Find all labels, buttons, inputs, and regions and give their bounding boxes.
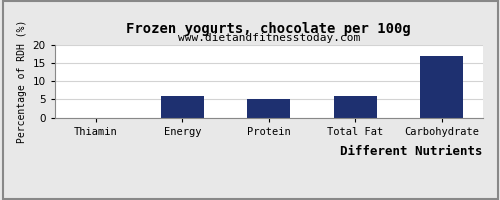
Text: www.dietandfitnesstoday.com: www.dietandfitnesstoday.com [178,33,360,43]
Bar [420,56,464,118]
X-axis label: Different Nutrients: Different Nutrients [340,145,482,158]
Y-axis label: Percentage of RDH (%): Percentage of RDH (%) [17,20,27,143]
Bar [247,99,290,118]
Bar [334,96,377,118]
Bar [160,96,204,118]
Text: Frozen yogurts, chocolate per 100g: Frozen yogurts, chocolate per 100g [126,22,411,36]
